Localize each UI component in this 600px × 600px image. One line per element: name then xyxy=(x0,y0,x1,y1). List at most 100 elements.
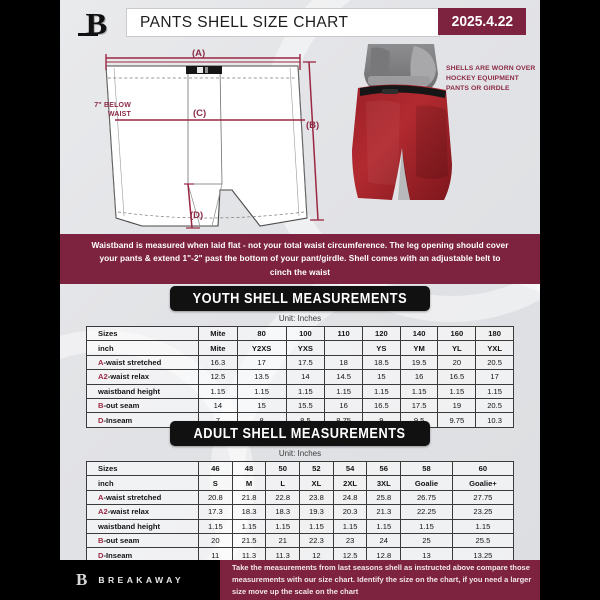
table-cell: 13.5 xyxy=(236,369,287,385)
table-cell: 17.3 xyxy=(198,504,233,520)
table-cell: 1.15 xyxy=(332,518,368,534)
table-cell: 17.5 xyxy=(285,354,326,371)
row-label: B-out seam xyxy=(86,397,199,414)
table-cell: 24.8 xyxy=(332,489,368,506)
table-cell xyxy=(324,340,363,356)
table-cell: 1.15 xyxy=(475,383,514,399)
row-label: A-waist stretched xyxy=(86,354,199,371)
row-label: A2-waist relax xyxy=(86,369,199,385)
shell-diagram: 7" BELOW WAIST (A) (B) (C) (D) xyxy=(60,42,360,232)
table-cell: Goalie xyxy=(400,475,453,491)
row-label-marker: A xyxy=(98,357,104,367)
table-cell: 60 xyxy=(451,460,515,477)
youth-section-title-text: YOUTH SHELL MEASUREMENTS xyxy=(192,290,408,307)
table-cell: M xyxy=(231,475,267,491)
table-cell: 21.8 xyxy=(231,489,267,506)
table-cell: 16 xyxy=(399,369,439,385)
table-cell: 1.15 xyxy=(324,383,363,399)
table-cell: 15.5 xyxy=(285,397,326,414)
table-cell: YM xyxy=(399,340,439,356)
table-cell: 100 xyxy=(285,325,326,342)
adult-section-title: ADULT SHELL MEASUREMENTS xyxy=(170,421,430,446)
table-cell: 140 xyxy=(399,325,439,342)
table-cell: 80 xyxy=(236,325,287,342)
row-label: waistband height xyxy=(86,383,199,399)
table-cell: 1.15 xyxy=(236,383,287,399)
table-cell: 48 xyxy=(231,460,267,477)
table-cell: 1.15 xyxy=(198,383,238,399)
table-cell: Mite xyxy=(198,340,238,356)
date-badge: 2025.4.22 xyxy=(438,8,526,35)
row-label: A2-waist relax xyxy=(86,504,199,520)
table-cell: 160 xyxy=(437,325,477,342)
table-cell: 22.25 xyxy=(400,504,453,520)
table-cell: 20.8 xyxy=(198,489,233,506)
table-cell: 1.15 xyxy=(265,518,301,534)
row-label: waistband height xyxy=(86,518,199,534)
row-label-marker: A2 xyxy=(98,372,108,382)
table-cell: 22.3 xyxy=(299,532,334,549)
table-cell: 1.15 xyxy=(285,383,326,399)
table-row: B-out seam 14 15 15.5 16 16.5 17.5 19 20.5 xyxy=(86,397,514,414)
table-cell: 14 xyxy=(198,397,238,414)
footer-instructions-text: Take the measurements from last seasons … xyxy=(232,562,532,597)
product-photo xyxy=(338,44,468,234)
table-row: waistband height 1.15 1.15 1.15 1.15 1.15 1.15… xyxy=(86,383,514,399)
table-row: A2-waist relax 12.5 13.5 14 14.5 15 16 16.5 17 xyxy=(86,369,514,385)
table-cell: 21.3 xyxy=(366,504,402,520)
table-cell: 180 xyxy=(475,325,514,342)
table-cell: 23.25 xyxy=(451,504,515,520)
table-cell: 46 xyxy=(198,460,233,477)
table-cell: 14 xyxy=(285,369,326,385)
table-cell: 21 xyxy=(265,532,301,549)
measure-label-a: (A) xyxy=(192,48,206,59)
table-cell: 20 xyxy=(198,532,233,549)
table-cell: 58 xyxy=(400,460,453,477)
table-cell: YXL xyxy=(475,340,514,356)
table-cell: YXS xyxy=(285,340,326,356)
table-cell: 17.5 xyxy=(399,397,439,414)
row-label-marker: B xyxy=(98,536,104,546)
logo-bar xyxy=(78,33,98,36)
page-footer: B BREAKAWAY Take the measurements from l… xyxy=(60,560,540,600)
table-cell: 54 xyxy=(332,460,368,477)
table-cell: 17 xyxy=(475,369,514,385)
page-header: B PANTS SHELL SIZE CHART 2025.4.22 xyxy=(60,0,540,42)
youth-measurements-table: Sizes Mite 80 100 110 120 140 160 180 inch Mite Y2X… xyxy=(86,325,514,428)
adult-measurements-table: Sizes 46 48 50 52 54 56 58 60 inch S M L XL 2XL 3XL Goal… xyxy=(86,460,515,563)
table-cell: L xyxy=(265,475,301,491)
measure-label-c: (C) xyxy=(193,108,207,119)
table-cell: 25 xyxy=(400,532,453,549)
table-cell: 20.3 xyxy=(332,504,368,520)
footer-brand: B BREAKAWAY xyxy=(60,560,220,600)
table-cell: 1.15 xyxy=(362,383,401,399)
row-label: A-waist stretched xyxy=(86,489,199,506)
brand-name: BREAKAWAY xyxy=(98,575,185,585)
table-cell: 19.5 xyxy=(399,354,439,371)
table-cell: 16.3 xyxy=(198,354,238,371)
table-row: A-waist stretched 20.8 21.8 22.8 23.8 24.8 25.… xyxy=(86,489,515,506)
table-cell: 23.8 xyxy=(299,489,334,506)
row-label: Sizes xyxy=(86,325,199,342)
footer-instructions: Take the measurements from last seasons … xyxy=(220,560,540,600)
row-label-marker: A xyxy=(98,492,104,502)
table-cell: 56 xyxy=(366,460,402,477)
measure-label-d: (D) xyxy=(190,210,204,221)
row-label-marker: B xyxy=(98,401,104,411)
table-cell: Goalie+ xyxy=(451,475,515,491)
table-cell: 1.15 xyxy=(437,383,477,399)
row-label: Sizes xyxy=(86,460,199,477)
table-row: inch Mite Y2XS YXS YS YM YL YXL xyxy=(86,340,514,356)
table-cell: 20.5 xyxy=(475,354,514,371)
table-cell: 50 xyxy=(265,460,301,477)
table-row: Sizes Mite 80 100 110 120 140 160 180 xyxy=(86,325,514,342)
table-cell: 1.15 xyxy=(231,518,267,534)
youth-section: YOUTH SHELL MEASUREMENTS Unit: Inches Si… xyxy=(60,286,540,428)
table-cell: Mite xyxy=(198,325,238,342)
table-cell: S xyxy=(198,475,233,491)
breakaway-logo-icon: B xyxy=(74,6,118,41)
table-cell: 15 xyxy=(362,369,401,385)
table-cell: XL xyxy=(299,475,334,491)
table-cell: 19 xyxy=(437,397,477,414)
